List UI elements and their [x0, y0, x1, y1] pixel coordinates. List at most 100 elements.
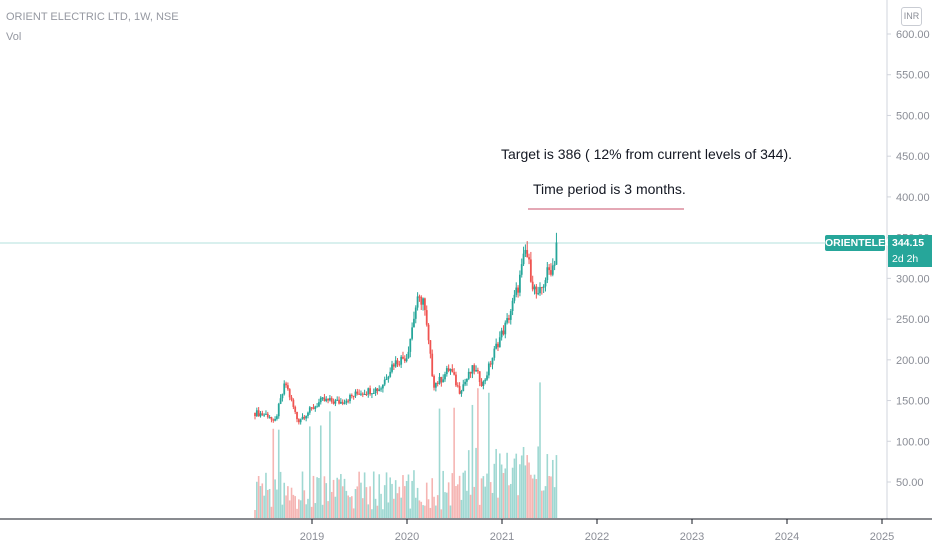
volume-bar — [394, 480, 397, 518]
candle-body — [413, 318, 415, 328]
volume-bar — [460, 499, 463, 518]
candle-body — [402, 356, 404, 359]
volume-bar — [462, 472, 465, 518]
candle-body — [416, 296, 419, 308]
y-tick-label: 550.00 — [896, 70, 930, 82]
volume-bar — [398, 486, 401, 518]
volume-bar — [407, 474, 410, 518]
candle-body — [471, 365, 474, 374]
candle-body — [279, 398, 282, 404]
x-axis[interactable]: 2019 2020 2021 2022 2023 2024 2025 — [300, 519, 894, 543]
volume-legend[interactable]: Vol — [6, 31, 22, 43]
y-tick-label: 500.00 — [896, 110, 930, 122]
candle-body — [398, 364, 401, 366]
candle-body — [310, 407, 313, 409]
volume-bar — [530, 474, 532, 518]
volume-bar — [287, 486, 289, 518]
candle-body — [329, 398, 331, 401]
candle-body — [476, 369, 479, 372]
candle-body — [325, 398, 328, 402]
candle-body — [539, 287, 541, 294]
bar-countdown: 2d 2h — [888, 251, 932, 267]
volume-bar — [542, 490, 545, 518]
candle-body — [276, 416, 278, 419]
volume-bar — [513, 458, 516, 518]
volume-bar — [429, 507, 432, 518]
x-tick-label: 2019 — [300, 531, 324, 543]
candle-body — [409, 338, 412, 352]
candle-body — [270, 417, 273, 420]
volume-bar — [447, 482, 450, 518]
candle-body — [389, 371, 392, 377]
candle-body — [255, 410, 258, 417]
candle-body — [548, 267, 551, 271]
candle-body — [411, 327, 414, 339]
candle-body — [294, 406, 297, 412]
volume-bar — [294, 496, 296, 518]
candle-body — [405, 358, 408, 362]
volume-bar — [467, 450, 470, 518]
candle-body — [429, 340, 432, 354]
volume-bar — [414, 497, 417, 518]
volume-bar — [393, 498, 395, 518]
period-annotation[interactable]: Time period is 3 months. — [533, 181, 686, 197]
y-tick-label: 100.00 — [896, 436, 930, 448]
candle-body — [455, 374, 457, 386]
candle-body — [352, 395, 355, 397]
x-tick-label: 2023 — [680, 531, 704, 543]
candle-body — [484, 379, 487, 382]
volume-bar — [265, 472, 267, 518]
volume-bar — [382, 509, 384, 518]
symbol-title[interactable]: ORIENT ELECTRIC LTD, 1W, NSE — [6, 11, 179, 23]
candle-body — [551, 265, 554, 275]
candle-body — [321, 397, 324, 399]
volume-bar — [363, 472, 366, 518]
volume-bar — [500, 464, 503, 518]
currency-badge[interactable]: INR — [901, 7, 922, 26]
candle-body — [495, 343, 498, 349]
candle-body — [466, 378, 468, 382]
candle-body — [387, 376, 390, 380]
candle-body — [440, 376, 443, 383]
volume-bar — [449, 505, 452, 518]
candle-body — [383, 379, 386, 385]
volume-bar — [546, 454, 549, 518]
candle-body — [414, 307, 417, 319]
volume-bar — [504, 468, 507, 518]
candle-body — [327, 398, 329, 401]
volume-bar — [338, 479, 340, 518]
volume-bar — [420, 501, 423, 518]
y-tick-label: 400.00 — [896, 192, 930, 204]
candle-body — [394, 360, 397, 367]
candle-body — [520, 264, 523, 275]
volume-bar — [466, 490, 468, 518]
volume-bar — [411, 480, 413, 518]
volume-bar — [312, 475, 315, 518]
volume-bar — [431, 478, 434, 518]
target-annotation[interactable]: Target is 386 ( 12% from current levels … — [501, 146, 793, 162]
volume-bar — [440, 509, 443, 518]
volume-bar — [360, 482, 362, 518]
volume-bar — [482, 476, 485, 518]
volume-bar — [528, 462, 530, 518]
volume-bar — [340, 474, 342, 518]
candle-body — [343, 402, 346, 404]
candle-body — [341, 401, 344, 404]
candle-body — [403, 358, 406, 362]
volume-bar — [435, 505, 437, 518]
volume-bars — [254, 382, 558, 518]
volume-bar — [323, 476, 326, 518]
candle-body — [305, 415, 308, 419]
candle-body — [517, 287, 519, 293]
candle-body — [434, 382, 437, 388]
candle-body — [526, 249, 529, 258]
y-tick-label: 250.00 — [896, 314, 930, 326]
volume-bar — [319, 425, 322, 518]
candle-body — [478, 371, 481, 383]
volume-bar — [464, 470, 466, 518]
y-tick-label: 450.00 — [896, 151, 930, 163]
volume-bar — [310, 506, 313, 518]
candle-body — [542, 286, 545, 288]
candle-body — [453, 372, 456, 375]
